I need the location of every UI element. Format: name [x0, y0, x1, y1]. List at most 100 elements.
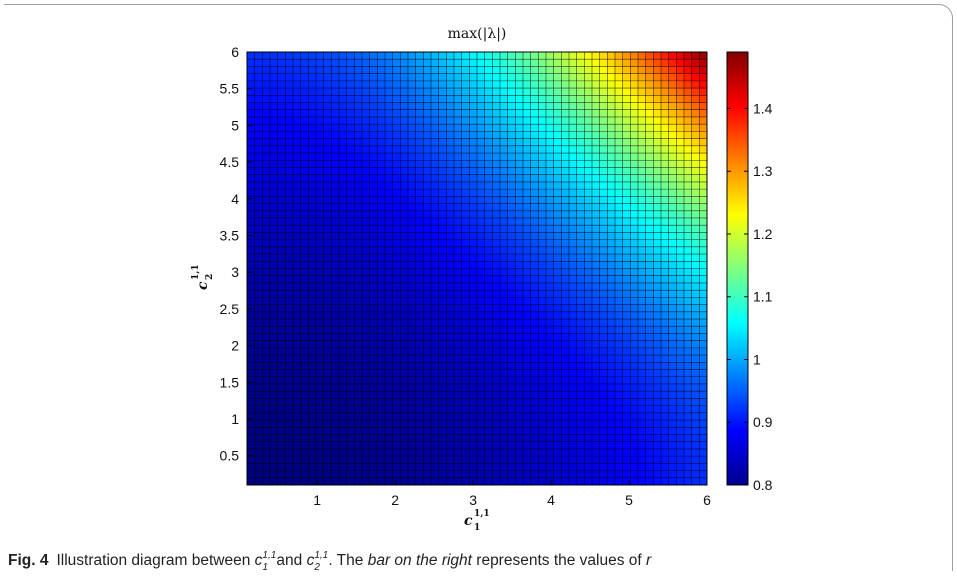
heatmap-cell	[653, 153, 662, 161]
heatmap-cell	[285, 196, 294, 204]
heatmap-cell	[408, 412, 416, 421]
heatmap-cell	[331, 477, 340, 486]
heatmap-cell	[385, 383, 393, 392]
heatmap-cell	[431, 333, 439, 341]
heatmap-cell	[270, 311, 278, 320]
heatmap-cell	[423, 319, 432, 327]
heatmap-cell	[293, 355, 301, 363]
heatmap-cell	[576, 326, 585, 334]
heatmap-cell	[684, 66, 692, 74]
heatmap-cell	[492, 448, 501, 457]
heatmap-cell	[569, 116, 577, 125]
heatmap-cell	[293, 383, 301, 392]
heatmap-cell	[645, 311, 654, 320]
heatmap-cell	[576, 398, 585, 406]
heatmap-cell	[461, 73, 470, 82]
heatmap-cell	[622, 88, 631, 96]
heatmap-cell	[500, 355, 508, 363]
heatmap-cell	[576, 311, 585, 320]
heatmap-cell	[530, 398, 539, 406]
heatmap-cell	[469, 217, 478, 226]
heatmap-cell	[285, 376, 294, 385]
heatmap-cell	[546, 109, 554, 118]
heatmap-cell	[308, 254, 317, 262]
heatmap-cell	[438, 477, 447, 486]
heatmap-cell	[561, 145, 570, 154]
heatmap-cell	[576, 80, 585, 89]
heatmap-cell	[584, 391, 593, 399]
heatmap-cell	[469, 268, 478, 277]
heatmap-cell	[515, 448, 524, 457]
heatmap-cell	[507, 66, 516, 74]
heatmap-cell	[500, 52, 508, 60]
heatmap-cell	[247, 405, 255, 414]
heatmap-cell	[339, 420, 347, 428]
heatmap-cell	[546, 153, 554, 161]
heatmap-cell	[676, 311, 685, 320]
heatmap-cell	[576, 246, 585, 255]
heatmap-cell	[630, 138, 639, 147]
heatmap-cell	[530, 441, 539, 450]
heatmap-cell	[630, 383, 639, 392]
heatmap-cell	[339, 290, 347, 298]
heatmap-cell	[277, 412, 286, 421]
heatmap-cell	[515, 391, 524, 399]
heatmap-cell	[699, 297, 708, 305]
heatmap-cell	[323, 167, 332, 175]
heatmap-cell	[308, 189, 317, 197]
heatmap-cell	[461, 88, 470, 96]
heatmap-cell	[354, 174, 363, 183]
heatmap-cell	[653, 131, 662, 139]
heatmap-cell	[408, 59, 416, 67]
heatmap-cell	[423, 275, 432, 284]
heatmap-cell	[599, 167, 608, 175]
heatmap-cell	[446, 441, 455, 450]
heatmap-cell	[346, 477, 355, 486]
heatmap-cell	[638, 376, 646, 385]
heatmap-cell	[262, 376, 271, 385]
heatmap-cell	[293, 463, 301, 471]
heatmap-cell	[638, 239, 646, 248]
heatmap-cell	[500, 189, 508, 197]
heatmap-cell	[500, 405, 508, 414]
heatmap-cell	[354, 412, 363, 421]
heatmap-cell	[254, 412, 263, 421]
heatmap-cell	[661, 210, 669, 219]
heatmap-cell	[484, 153, 493, 161]
heatmap-cell	[323, 95, 332, 103]
heatmap-cell	[461, 196, 470, 204]
heatmap-cell	[270, 420, 278, 428]
heatmap-cell	[569, 463, 577, 471]
heatmap-cell	[331, 304, 340, 313]
heatmap-cell	[308, 347, 317, 356]
heatmap-cell	[538, 304, 547, 313]
heatmap-cell	[339, 124, 347, 132]
heatmap-cell	[262, 109, 271, 118]
heatmap-cell	[285, 189, 294, 197]
heatmap-cell	[661, 95, 669, 103]
heatmap-cell	[676, 232, 685, 240]
heatmap-cell	[339, 254, 347, 262]
heatmap-cell	[423, 261, 432, 269]
heatmap-cell	[515, 333, 524, 341]
heatmap-cell	[661, 131, 669, 139]
heatmap-cell	[645, 355, 654, 363]
heatmap-cell	[622, 441, 631, 450]
heatmap-cell	[408, 477, 416, 486]
heatmap-cell	[339, 355, 347, 363]
heatmap-cell	[599, 88, 608, 96]
heatmap-cell	[691, 340, 700, 349]
heatmap-cell	[254, 210, 263, 219]
heatmap-cell	[385, 405, 393, 414]
heatmap-cell	[339, 405, 347, 414]
heatmap-cell	[661, 311, 669, 320]
heatmap-cell	[300, 412, 309, 421]
heatmap-cell	[300, 434, 309, 442]
heatmap-cell	[530, 217, 539, 226]
heatmap-cell	[599, 319, 608, 327]
heatmap-cell	[576, 174, 585, 183]
heatmap-cell	[561, 282, 570, 291]
heatmap-cell	[446, 217, 455, 226]
heatmap-cell	[247, 189, 255, 197]
heatmap-cell	[507, 319, 516, 327]
